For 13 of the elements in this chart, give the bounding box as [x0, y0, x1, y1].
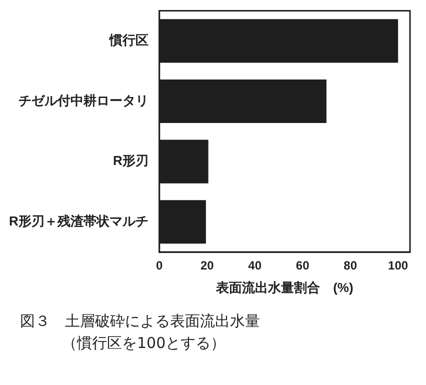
x-tick-label: 20: [200, 258, 214, 273]
y-tick-label: R形刃＋残渣帯状マルチ: [9, 213, 148, 228]
y-tick-label: チゼル付中耕ロータリ: [18, 92, 148, 108]
caption: 図３ 土層破砕による表面流出水量: [19, 311, 261, 332]
x-tick-label: 0: [156, 258, 164, 273]
x-axis-title: 表面流出水量割合 (%): [215, 280, 354, 295]
x-tick-label: 100: [388, 258, 408, 273]
x-tick-label: 60: [296, 258, 310, 273]
y-tick-label: R形刃: [113, 153, 148, 168]
x-tick-label: 80: [344, 258, 358, 273]
y-tick-label: 慣行区: [108, 32, 148, 48]
text: （慣行区を100とする）: [61, 333, 227, 354]
x-tick-label: 40: [248, 258, 262, 273]
